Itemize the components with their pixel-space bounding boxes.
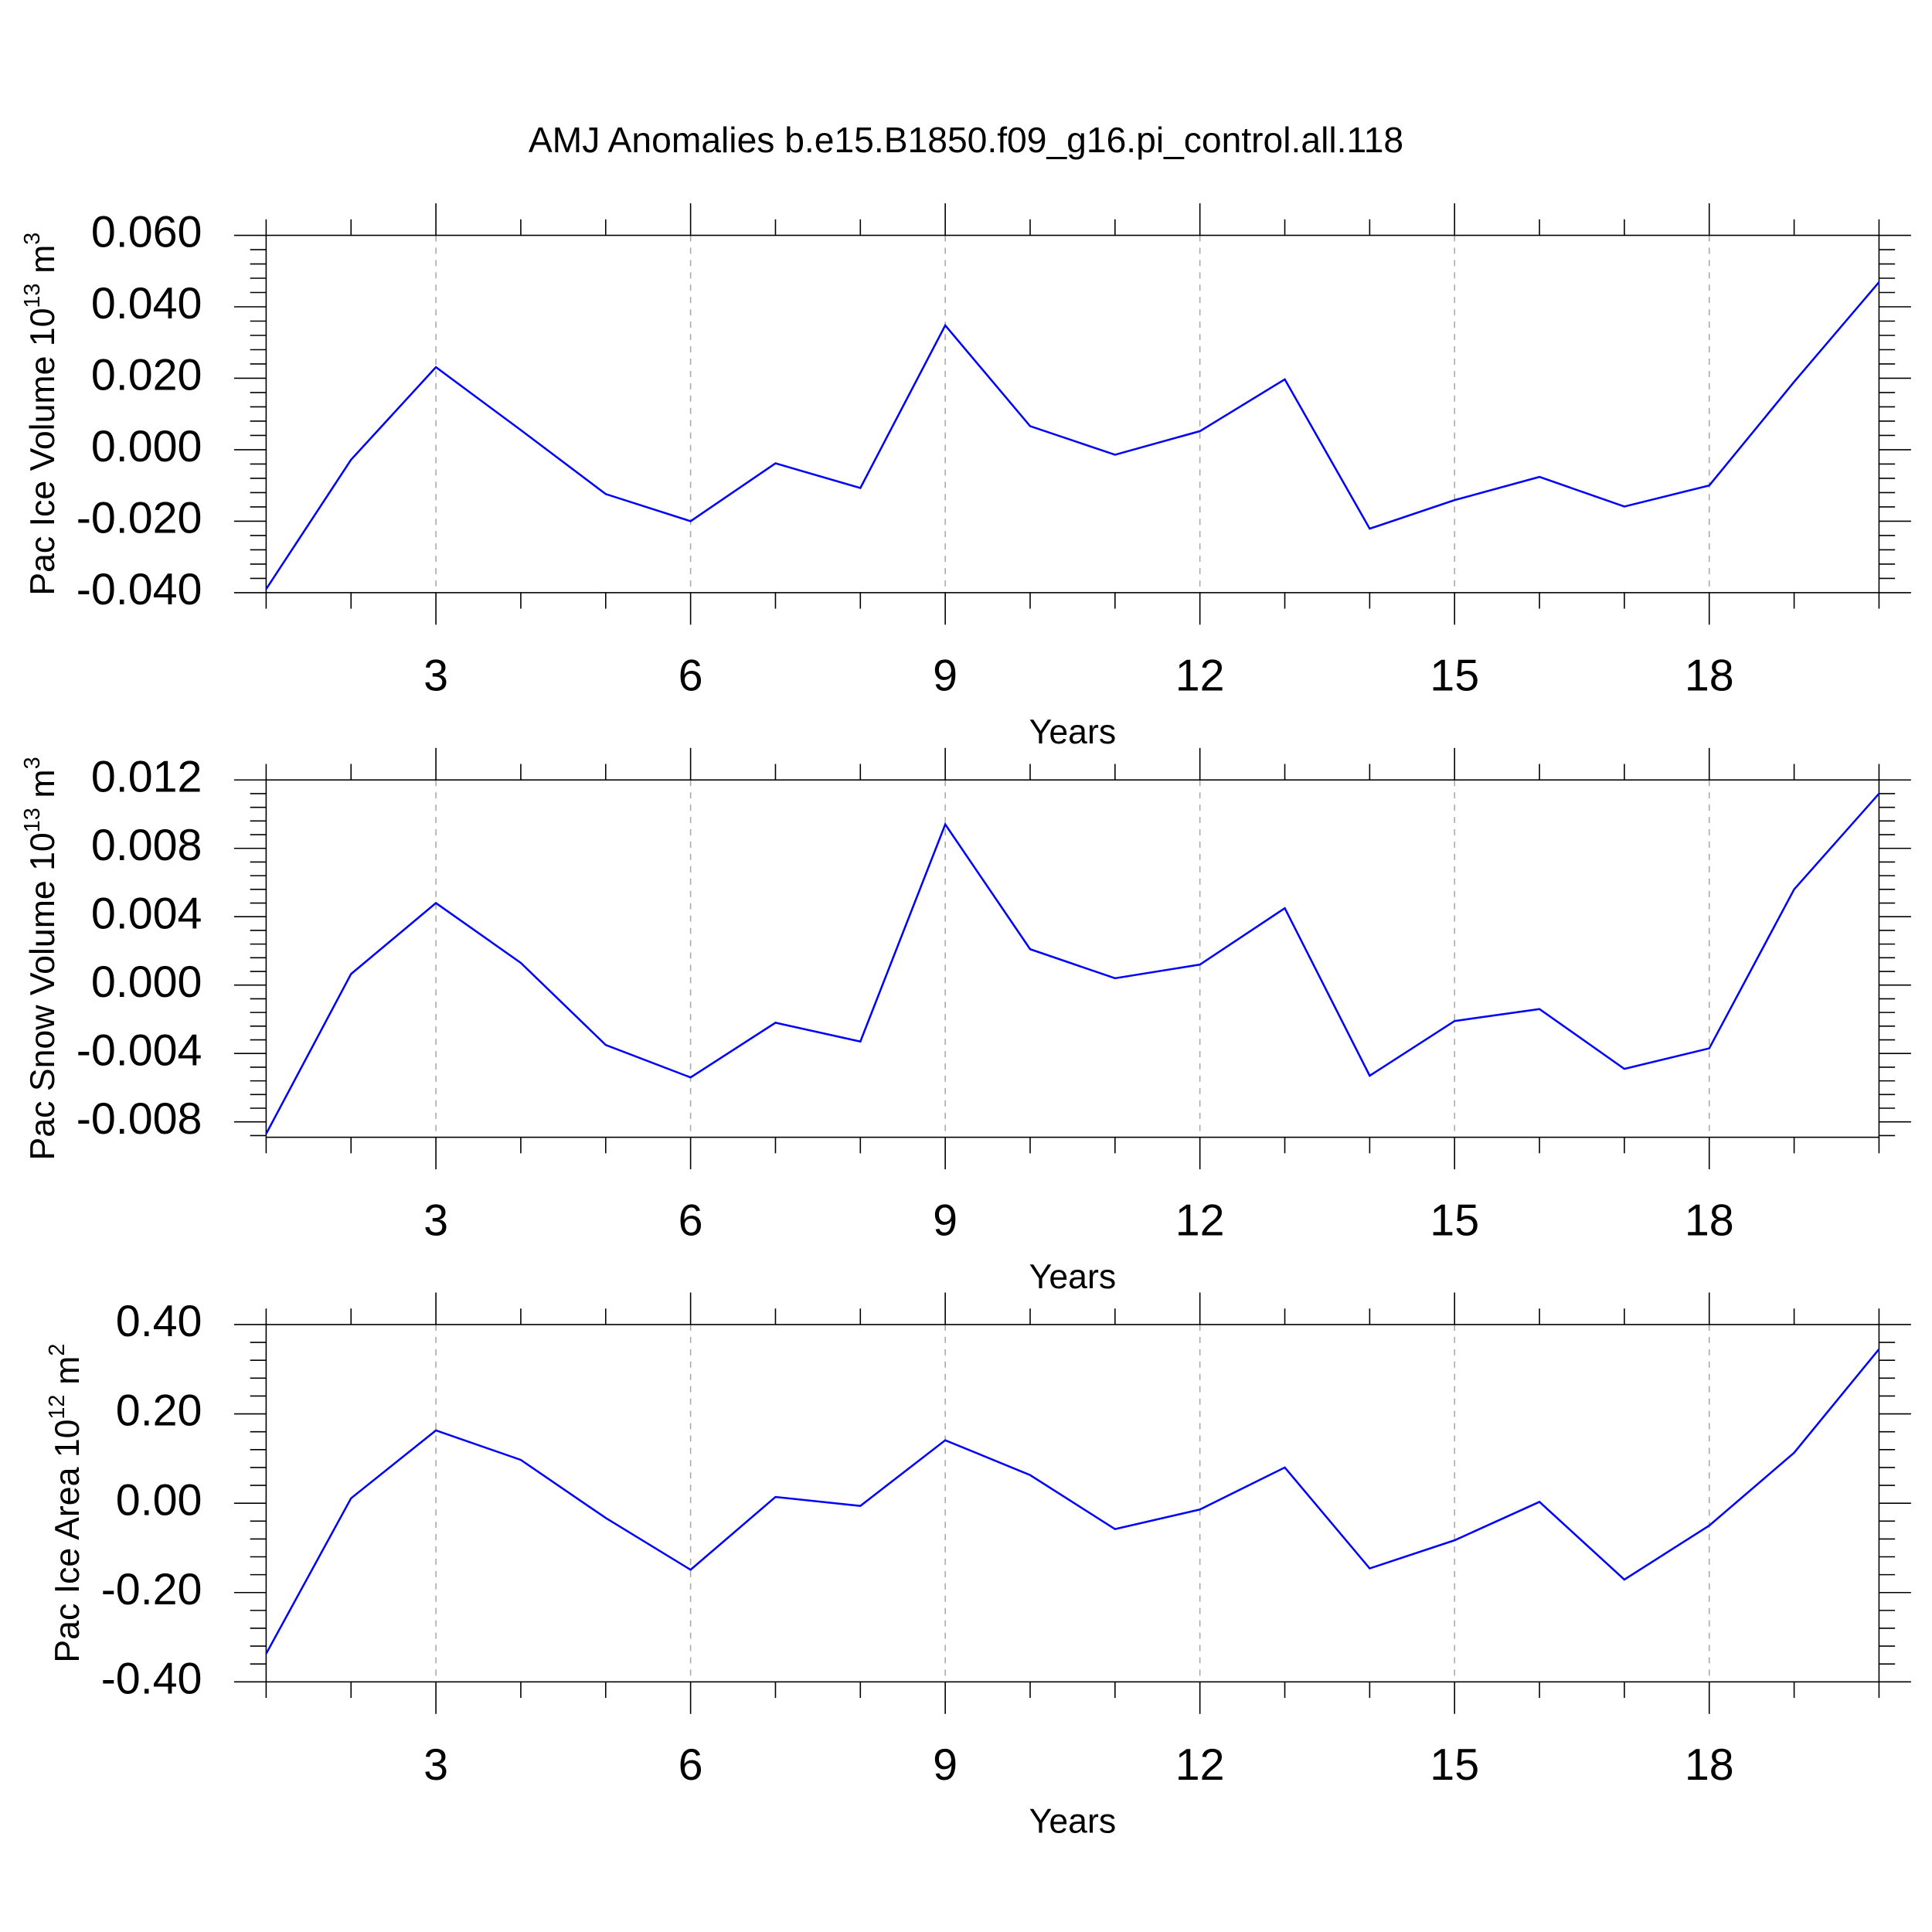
y-axis-label-exponent: 13 <box>20 284 45 308</box>
x-tick-label: 15 <box>1430 1740 1479 1790</box>
y-tick-label: 0.00 <box>116 1475 202 1525</box>
y-tick-label: 0.40 <box>116 1297 202 1346</box>
x-tick-label: 12 <box>1175 1196 1225 1245</box>
plot-frame <box>265 234 1880 594</box>
x-tick-label: 9 <box>933 1196 957 1245</box>
panel: 3 6 9 12 15 18 -0.040 -0.020 0.000 0.020 0.040 0.06… <box>20 203 1911 751</box>
y-axis-label-unit-exponent: 2 <box>45 1344 70 1356</box>
y-axis-label-unit: m <box>24 769 62 798</box>
y-tick-label: -0.40 <box>101 1654 202 1703</box>
x-tick-label: 18 <box>1685 651 1734 701</box>
y-tick-label: -0.008 <box>77 1094 202 1144</box>
y-tick-label: 0.008 <box>91 821 202 870</box>
y-tick-label: 0.060 <box>91 208 202 257</box>
y-tick-label: 0.040 <box>91 279 202 328</box>
x-tick-label: 12 <box>1175 1740 1225 1790</box>
y-axis-label: Pac Ice Volume 1013 m3 <box>20 233 62 596</box>
y-axis-label-text: Pac Snow Volume 10 <box>24 832 62 1160</box>
y-axis-label-unit-exponent: 3 <box>20 233 45 245</box>
plot-frame <box>265 779 1880 1138</box>
y-tick-label: 0.012 <box>91 752 202 801</box>
y-tick-label: 0.020 <box>91 351 202 400</box>
x-tick-label: 3 <box>423 1740 448 1790</box>
x-tick-label: 18 <box>1685 1740 1734 1790</box>
x-axis-label: Years <box>1029 713 1116 751</box>
y-axis-label-text: Pac Ice Area 10 <box>49 1420 87 1663</box>
x-axis-label: Years <box>1029 1258 1116 1296</box>
x-tick-label: 6 <box>679 1740 703 1790</box>
x-tick-label: 6 <box>679 651 703 701</box>
y-tick-label: 0.004 <box>91 889 202 938</box>
y-tick-label: -0.20 <box>101 1565 202 1614</box>
x-tick-label: 3 <box>423 651 448 701</box>
y-axis-label-text: Pac Ice Volume 10 <box>24 308 62 596</box>
x-axis-label: Years <box>1029 1802 1116 1840</box>
x-tick-label: 3 <box>423 1196 448 1245</box>
y-axis-label-unit: m <box>24 245 62 274</box>
x-tick-label: 18 <box>1685 1196 1734 1245</box>
y-axis-label: Pac Snow Volume 1013 m3 <box>20 757 62 1160</box>
y-axis-label: Pac Ice Area 1012 m2 <box>45 1344 87 1663</box>
y-axis-label-exponent: 12 <box>45 1395 70 1420</box>
x-tick-label: 9 <box>933 1740 957 1790</box>
data-line <box>265 281 1880 590</box>
y-tick-label: -0.020 <box>77 494 202 543</box>
figure-title: AMJ Anomalies b.e15.B1850.f09_g16.pi_con… <box>529 120 1403 160</box>
data-line <box>265 1348 1880 1655</box>
y-axis-label-unit: m <box>49 1356 87 1385</box>
panel: 3 6 9 12 15 18 -0.40 -0.20 0.00 0.20 0.40 Years Pac … <box>45 1292 1911 1840</box>
y-tick-label: 0.20 <box>116 1386 202 1436</box>
y-axis-label-unit-exponent: 3 <box>20 757 45 769</box>
x-tick-label: 15 <box>1430 1196 1479 1245</box>
data-line <box>265 793 1880 1134</box>
y-tick-label: 0.000 <box>91 957 202 1007</box>
y-axis-label-exponent: 13 <box>20 808 45 832</box>
y-tick-label: 0.000 <box>91 422 202 471</box>
x-tick-label: 9 <box>933 651 957 701</box>
x-tick-label: 15 <box>1430 651 1479 701</box>
x-tick-label: 12 <box>1175 651 1225 701</box>
x-tick-label: 6 <box>679 1196 703 1245</box>
y-tick-label: -0.040 <box>77 565 202 614</box>
panel: 3 6 9 12 15 18 -0.008 -0.004 0.000 0.004 0.008 0.01… <box>20 747 1911 1296</box>
y-tick-label: -0.004 <box>77 1026 202 1075</box>
